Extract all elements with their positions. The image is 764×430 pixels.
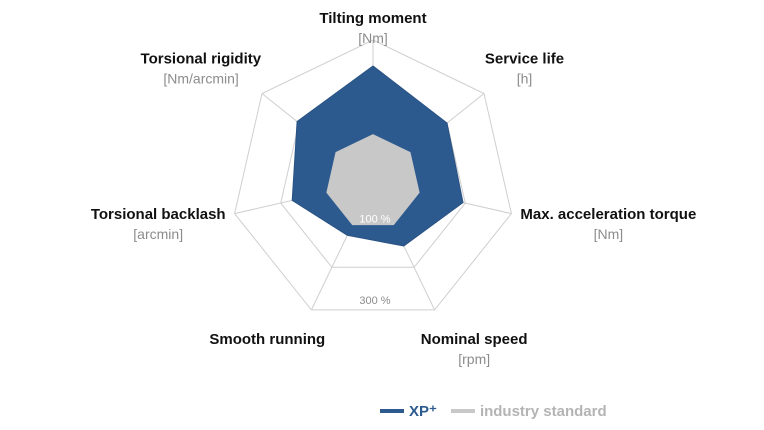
axis-label-5: Smooth running [209, 331, 325, 348]
ring-label-3: 300 % [359, 295, 390, 307]
axis-unit-6: [arcmin] [133, 226, 183, 242]
series-layer [291, 65, 464, 247]
axis-label-1: Tilting moment [319, 10, 426, 27]
axis-label-7: Torsional rigidity [141, 50, 262, 67]
axis-unit-7: [Nm/arcmin] [163, 70, 238, 86]
legend-item-industry-standard: industry standard [450, 402, 607, 420]
legend-swatch-xp [380, 409, 404, 413]
axis-label-3: Max. acceleration torque [520, 206, 696, 223]
legend-label-industry-standard: industry standard [479, 402, 607, 420]
axis-unit-2: [h] [517, 70, 533, 86]
axis-label-layer: Tilting moment [Nm] Service life [h] Max. ac… [91, 10, 696, 367]
legend-swatch-industry-standard [450, 409, 475, 413]
axis-label-4: Nominal speed [421, 331, 528, 348]
axis-label-6: Torsional backlash [91, 206, 226, 223]
axis-unit-3: [Nm] [594, 226, 624, 242]
legend: XP⁺ industry standard [380, 401, 621, 421]
series-polygon-industry-standard [326, 134, 420, 226]
ring-label-2: 200 % [359, 254, 390, 266]
grid-ring-3 [234, 39, 512, 311]
ring-label-1: 100 % [359, 214, 390, 226]
legend-label-xp: XP⁺ [409, 403, 437, 420]
legend-item-xp: XP⁺ [380, 402, 437, 420]
ring-label-layer: 100 % 200 % 300 % [359, 214, 390, 307]
axis-label-2: Service life [485, 50, 564, 67]
axis-unit-4: [rpm] [458, 351, 490, 367]
axis-unit-1: [Nm] [358, 30, 388, 46]
